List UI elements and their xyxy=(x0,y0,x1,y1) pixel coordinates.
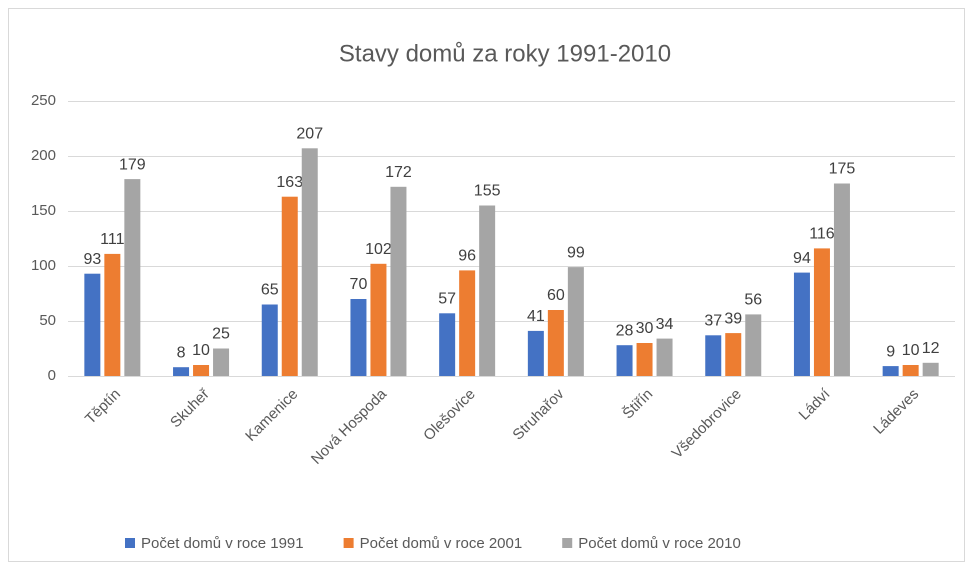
bar xyxy=(567,267,584,376)
bar xyxy=(813,248,830,376)
bar xyxy=(370,263,387,376)
data-label: 175 xyxy=(829,161,856,178)
data-label: 102 xyxy=(365,241,392,258)
bar xyxy=(104,253,121,376)
bar xyxy=(439,313,456,376)
data-label: 25 xyxy=(212,326,230,343)
data-label: 111 xyxy=(100,231,124,248)
legend-swatch xyxy=(562,538,573,548)
data-label: 93 xyxy=(83,251,101,268)
data-label: 179 xyxy=(119,156,146,173)
bar xyxy=(547,310,564,376)
bar xyxy=(459,270,476,376)
data-label: 60 xyxy=(547,287,565,304)
data-label: 28 xyxy=(616,322,634,339)
data-label: 70 xyxy=(350,276,368,293)
data-label: 39 xyxy=(724,310,742,327)
data-label: 116 xyxy=(809,226,835,243)
bar xyxy=(173,367,190,376)
bar xyxy=(350,299,367,376)
data-label: 8 xyxy=(177,344,186,361)
bar xyxy=(833,183,850,376)
data-label: 99 xyxy=(567,244,585,261)
data-label: 56 xyxy=(744,292,762,309)
data-label: 57 xyxy=(438,291,456,308)
legend-swatch xyxy=(125,538,135,548)
legend-label: Počet domů v roce 1991 xyxy=(141,535,304,552)
y-tick-label: 150 xyxy=(31,202,56,219)
y-tick-label: 0 xyxy=(48,367,56,384)
y-tick-label: 50 xyxy=(39,312,56,329)
data-label: 34 xyxy=(656,316,674,333)
bar xyxy=(745,314,762,376)
data-label: 65 xyxy=(261,282,279,299)
data-label: 207 xyxy=(296,126,323,143)
bar xyxy=(725,333,742,376)
bar xyxy=(882,366,899,376)
bar xyxy=(193,365,210,376)
data-label: 12 xyxy=(922,340,940,357)
bar xyxy=(705,335,722,376)
bar xyxy=(479,205,496,376)
bar xyxy=(281,196,298,376)
y-tick-label: 100 xyxy=(31,257,56,274)
data-label: 155 xyxy=(474,183,501,200)
bar xyxy=(902,365,919,376)
bar xyxy=(636,343,653,376)
bar xyxy=(390,186,407,376)
data-label: 30 xyxy=(636,320,654,337)
data-label: 94 xyxy=(793,250,811,267)
bar xyxy=(84,273,101,376)
y-tick-label: 250 xyxy=(31,92,56,109)
bar xyxy=(213,348,230,376)
data-label: 10 xyxy=(192,342,210,359)
data-label: 41 xyxy=(527,308,545,325)
data-label: 37 xyxy=(704,313,722,330)
bar xyxy=(261,304,278,376)
legend-label: Počet domů v roce 2010 xyxy=(578,535,741,552)
bar xyxy=(922,362,939,376)
chart-title: Stavy domů za roky 1991-2010 xyxy=(339,40,671,67)
data-label: 163 xyxy=(276,174,303,191)
bar xyxy=(301,148,318,376)
legend-swatch xyxy=(343,538,354,548)
bar xyxy=(793,272,810,376)
bar xyxy=(616,345,633,376)
data-label: 9 xyxy=(886,343,895,360)
bar xyxy=(527,330,544,376)
bar xyxy=(656,338,673,376)
bar xyxy=(124,179,141,376)
y-tick-label: 200 xyxy=(31,147,56,164)
data-label: 96 xyxy=(458,248,476,265)
data-label: 172 xyxy=(385,164,412,181)
legend-label: Počet domů v roce 2001 xyxy=(360,535,523,552)
data-label: 10 xyxy=(902,342,920,359)
